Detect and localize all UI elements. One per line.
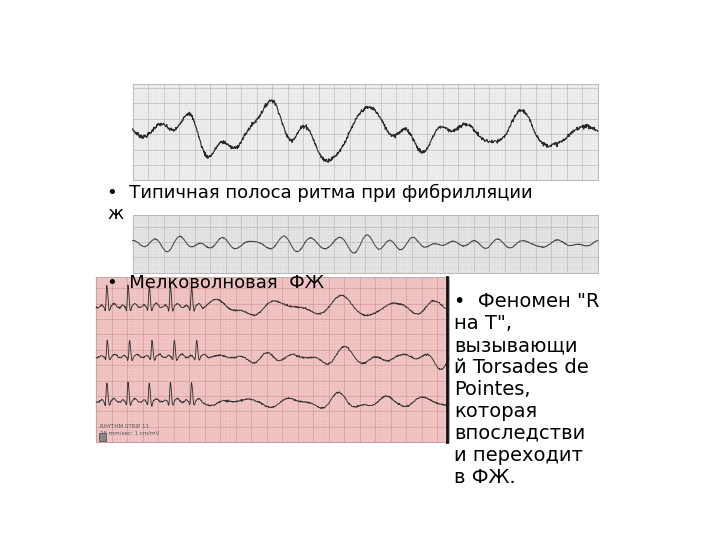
Bar bbox=[132, 215, 598, 273]
Bar bbox=[132, 84, 598, 180]
Text: •  Феномен "R
на Т",
вызывающи
й Torsades de
Pointes,
которая
впоследстви
и пере: • Феномен "R на Т", вызывающи й Torsades… bbox=[454, 292, 600, 487]
Text: 25 mm/sec: 1 cm/mV: 25 mm/sec: 1 cm/mV bbox=[100, 430, 159, 435]
Bar bbox=[96, 276, 449, 442]
Text: •  Мелковолновая  ФЖ: • Мелковолновая ФЖ bbox=[107, 274, 324, 292]
Bar bbox=[99, 433, 107, 441]
Text: •  Типичная полоса ритма при фибрилляции
ж: • Типичная полоса ритма при фибрилляции … bbox=[107, 184, 533, 223]
Text: RHYTHM STRIP 11: RHYTHM STRIP 11 bbox=[100, 424, 149, 429]
